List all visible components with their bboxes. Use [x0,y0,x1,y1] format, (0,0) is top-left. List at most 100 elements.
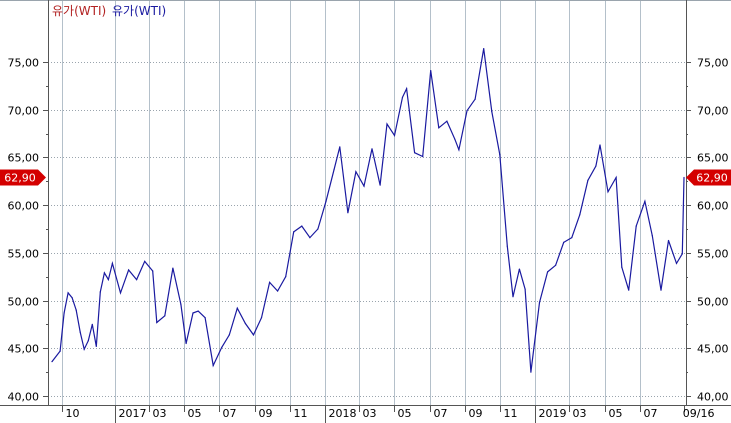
x-tick-label: 05 [398,407,412,420]
data-point [172,267,174,269]
data-point [474,98,476,100]
last-value-label-left: 62,90 [4,171,36,184]
data-point [530,371,532,373]
data-point [75,309,77,311]
data-point [136,279,138,281]
data-point [260,317,263,319]
data-point [252,334,255,336]
y-tick-label-right: 75,00 [697,57,729,70]
data-point [91,323,93,325]
data-point [128,269,130,271]
data-point [538,301,541,304]
x-tick-label: 11 [294,407,308,420]
data-point [67,292,69,294]
x-tick-label: 05 [609,407,623,420]
data-point [285,276,287,278]
data-point [204,317,206,319]
x-tick-label: 03 [363,407,377,420]
data-point [615,176,617,179]
last-value-markers: 62,90 62,90 [0,169,731,186]
data-point [628,289,630,291]
y-tick-label: 60,00 [8,200,40,213]
data-point [386,123,388,125]
data-point [595,165,597,167]
data-point [63,312,65,314]
data-point [458,149,460,151]
data-point [644,200,646,202]
data-point [197,310,199,312]
y-tick-label: 70,00 [8,105,40,118]
data-point [371,148,373,150]
x-tick-label: 03 [153,407,167,420]
data-point [607,191,609,193]
data-point [333,169,335,171]
last-value-marker-right [686,169,731,186]
data-point [277,290,279,292]
y-tick-label: 45,00 [8,343,40,356]
data-point [355,171,357,173]
x-tick-label: 2019 [539,407,567,420]
series [51,48,685,373]
data-point [599,144,601,146]
x-tick-label: 05 [188,407,202,420]
x-tick-label: 09 [259,407,273,420]
data-point [524,288,526,290]
data-point [667,239,670,242]
data-point [454,138,456,140]
data-point [363,185,365,187]
y-tick-label: 50,00 [8,296,40,309]
data-point [571,237,573,239]
data-point [406,88,408,90]
data-point [87,340,89,342]
y-tick-label: 55,00 [8,248,40,261]
data-point [83,348,85,350]
grid [48,1,686,405]
x-tick-label: 09/16 [683,407,715,420]
x-tick-label: 10 [66,407,80,420]
data-point [675,262,678,264]
x-tick-label: 07 [434,407,448,420]
data-point [681,253,683,255]
x-tick-label: 09 [469,407,483,420]
x-tick-label: 03 [573,407,587,420]
data-point [422,155,424,158]
data-point [683,176,685,179]
data-point [293,231,295,233]
y-tick-label-right: 45,00 [697,343,729,356]
data-point [228,334,230,336]
x-tick-label: 07 [223,407,237,420]
data-point [506,245,508,247]
data-point [212,364,214,367]
data-point [547,271,549,273]
data-point [466,110,468,112]
data-point [379,184,381,186]
data-point [438,127,440,129]
data-point [111,262,113,264]
y-tick-label-right: 40,00 [697,391,729,404]
data-point [579,214,581,216]
data-point [339,146,341,148]
data-point [393,134,396,137]
data-point [156,321,158,324]
data-point [164,315,166,317]
data-point [491,111,493,113]
data-point [71,297,73,299]
data-point [660,289,662,291]
data-point [95,345,97,347]
y-tick-label-right: 55,00 [697,248,729,261]
data-point [430,70,432,72]
data-point [180,303,182,305]
y-tick-label-right: 50,00 [697,296,729,309]
data-point [621,266,623,268]
data-point [499,154,501,156]
y-tick-label: 40,00 [8,391,40,404]
data-point [518,268,521,270]
data-point [309,237,311,239]
data-point [555,264,557,266]
y-tick-label-right: 65,00 [697,152,729,165]
data-point [152,270,154,272]
data-point [301,225,303,227]
data-point [79,331,81,333]
